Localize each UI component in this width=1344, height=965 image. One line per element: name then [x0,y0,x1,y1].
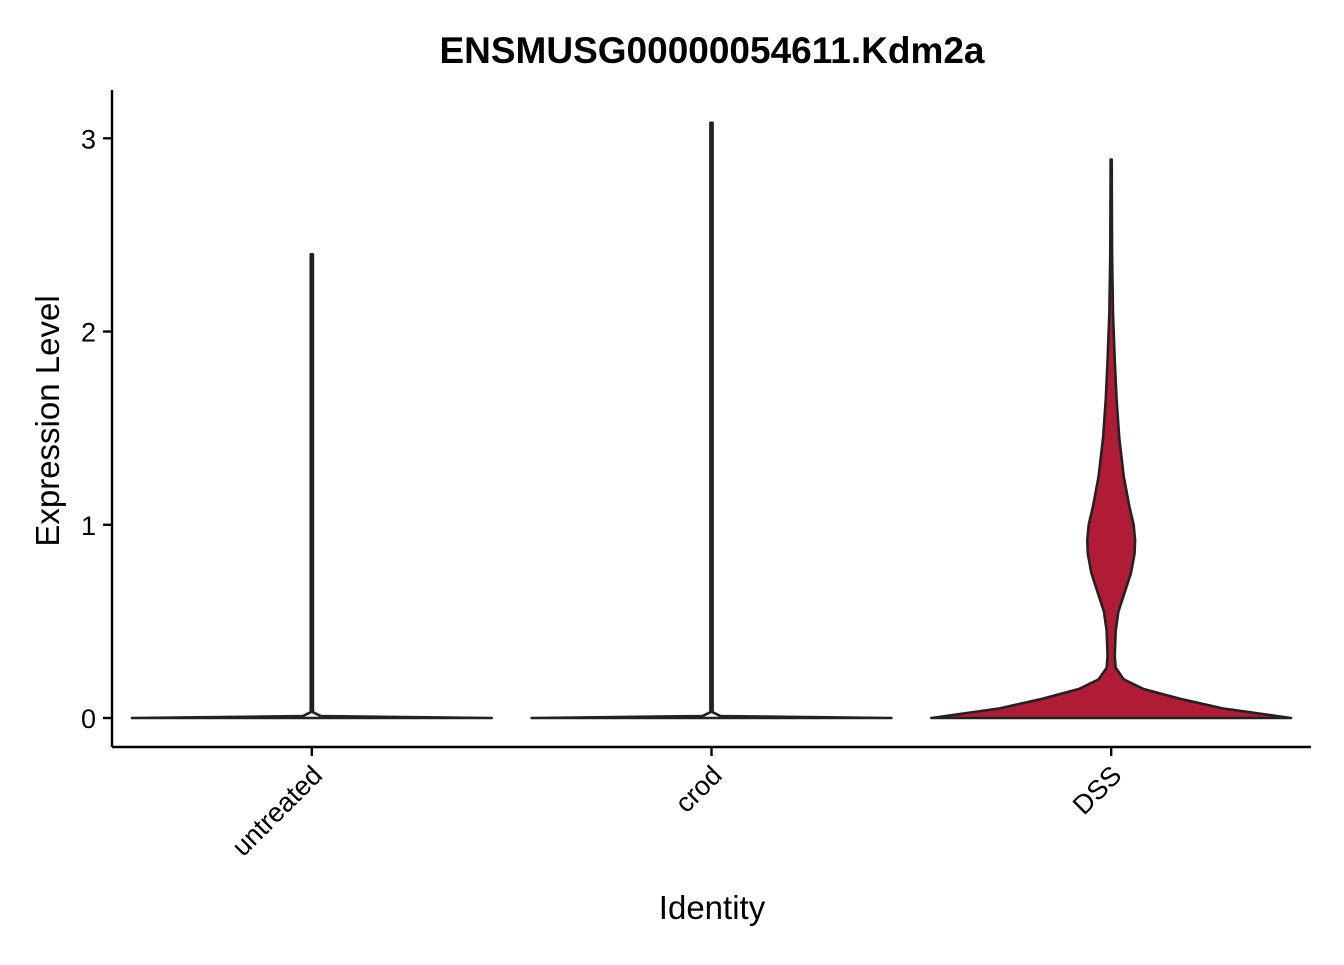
x-tick-label-crod: crod [669,760,727,818]
y-tick-label: 1 [81,511,96,541]
x-axis: untreated crod DSS [112,745,1311,862]
x-axis-title: Identity [659,889,766,926]
violin-dss [930,158,1293,720]
x-tick-label-dss: DSS [1067,760,1127,820]
y-axis: 0 1 2 3 [81,90,114,747]
violin-untreated [130,252,493,720]
y-tick-label: 2 [81,318,96,348]
violin-crod [530,121,893,720]
violins-group [130,121,1293,720]
y-axis-title: Expression Level [29,295,66,546]
x-tick-label-untreated: untreated [226,760,328,862]
y-tick-label: 0 [81,704,96,734]
y-tick-label: 3 [81,124,96,154]
chart-title: ENSMUSG00000054611.Kdm2a [439,30,984,71]
